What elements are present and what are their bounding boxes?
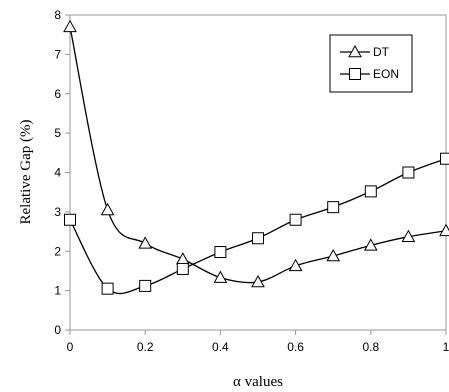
legend-marker-dt bbox=[348, 44, 362, 58]
dt-point bbox=[326, 248, 341, 262]
eon-point bbox=[139, 279, 152, 292]
dt-point bbox=[251, 274, 265, 288]
x-tick-label: 1 bbox=[443, 340, 449, 354]
dt-point bbox=[401, 229, 416, 242]
x-axis: 0 0.2 0.4 0.6 0.8 1 bbox=[67, 330, 449, 354]
dt-point bbox=[363, 238, 378, 251]
x-tick-label: 0.2 bbox=[137, 340, 154, 354]
x-tick-label: 0.6 bbox=[287, 340, 304, 354]
legend-marker-eon bbox=[349, 68, 361, 80]
y-axis-title: Relative Gap (%) bbox=[18, 120, 34, 225]
x-tick-label: 0 bbox=[67, 340, 74, 354]
series-line-dt bbox=[69, 26, 447, 284]
eon-point bbox=[64, 213, 76, 226]
legend-label-eon: EON bbox=[373, 67, 399, 81]
dt-point bbox=[439, 223, 449, 237]
series-layer bbox=[63, 19, 449, 295]
dt-point bbox=[213, 270, 228, 283]
y-tick-label: 6 bbox=[54, 87, 61, 101]
x-axis-title: α values bbox=[233, 374, 283, 390]
legend: DT EON bbox=[329, 34, 413, 93]
dt-point bbox=[138, 236, 153, 249]
y-tick-label: 0 bbox=[54, 323, 61, 337]
series-line-eon bbox=[69, 158, 447, 295]
dt-point bbox=[175, 252, 190, 265]
y-tick-label: 7 bbox=[54, 47, 61, 61]
x-tick-label: 0.4 bbox=[212, 340, 229, 354]
y-tick-label: 3 bbox=[54, 205, 61, 219]
y-tick-label: 4 bbox=[54, 166, 61, 180]
legend-label-dt: DT bbox=[373, 45, 390, 59]
y-tick-label: 1 bbox=[54, 284, 61, 298]
eon-point bbox=[440, 152, 449, 165]
eon-point bbox=[364, 185, 377, 198]
dt-point bbox=[63, 19, 77, 33]
y-tick-label: 2 bbox=[54, 244, 61, 258]
dt-point bbox=[288, 258, 303, 272]
eon-point bbox=[252, 232, 264, 245]
eon-point bbox=[289, 213, 302, 226]
legend-box bbox=[329, 34, 413, 93]
x-tick-label: 0.8 bbox=[362, 340, 379, 354]
y-axis: 0 1 2 3 4 5 6 7 8 bbox=[54, 8, 70, 337]
y-tick-label: 5 bbox=[54, 126, 61, 140]
y-tick-label: 8 bbox=[54, 8, 61, 22]
eon-point bbox=[101, 282, 114, 295]
eon-point bbox=[214, 246, 227, 259]
eon-point bbox=[176, 262, 189, 275]
eon-point bbox=[327, 201, 340, 214]
eon-point bbox=[402, 166, 415, 179]
dt-point bbox=[100, 202, 115, 216]
